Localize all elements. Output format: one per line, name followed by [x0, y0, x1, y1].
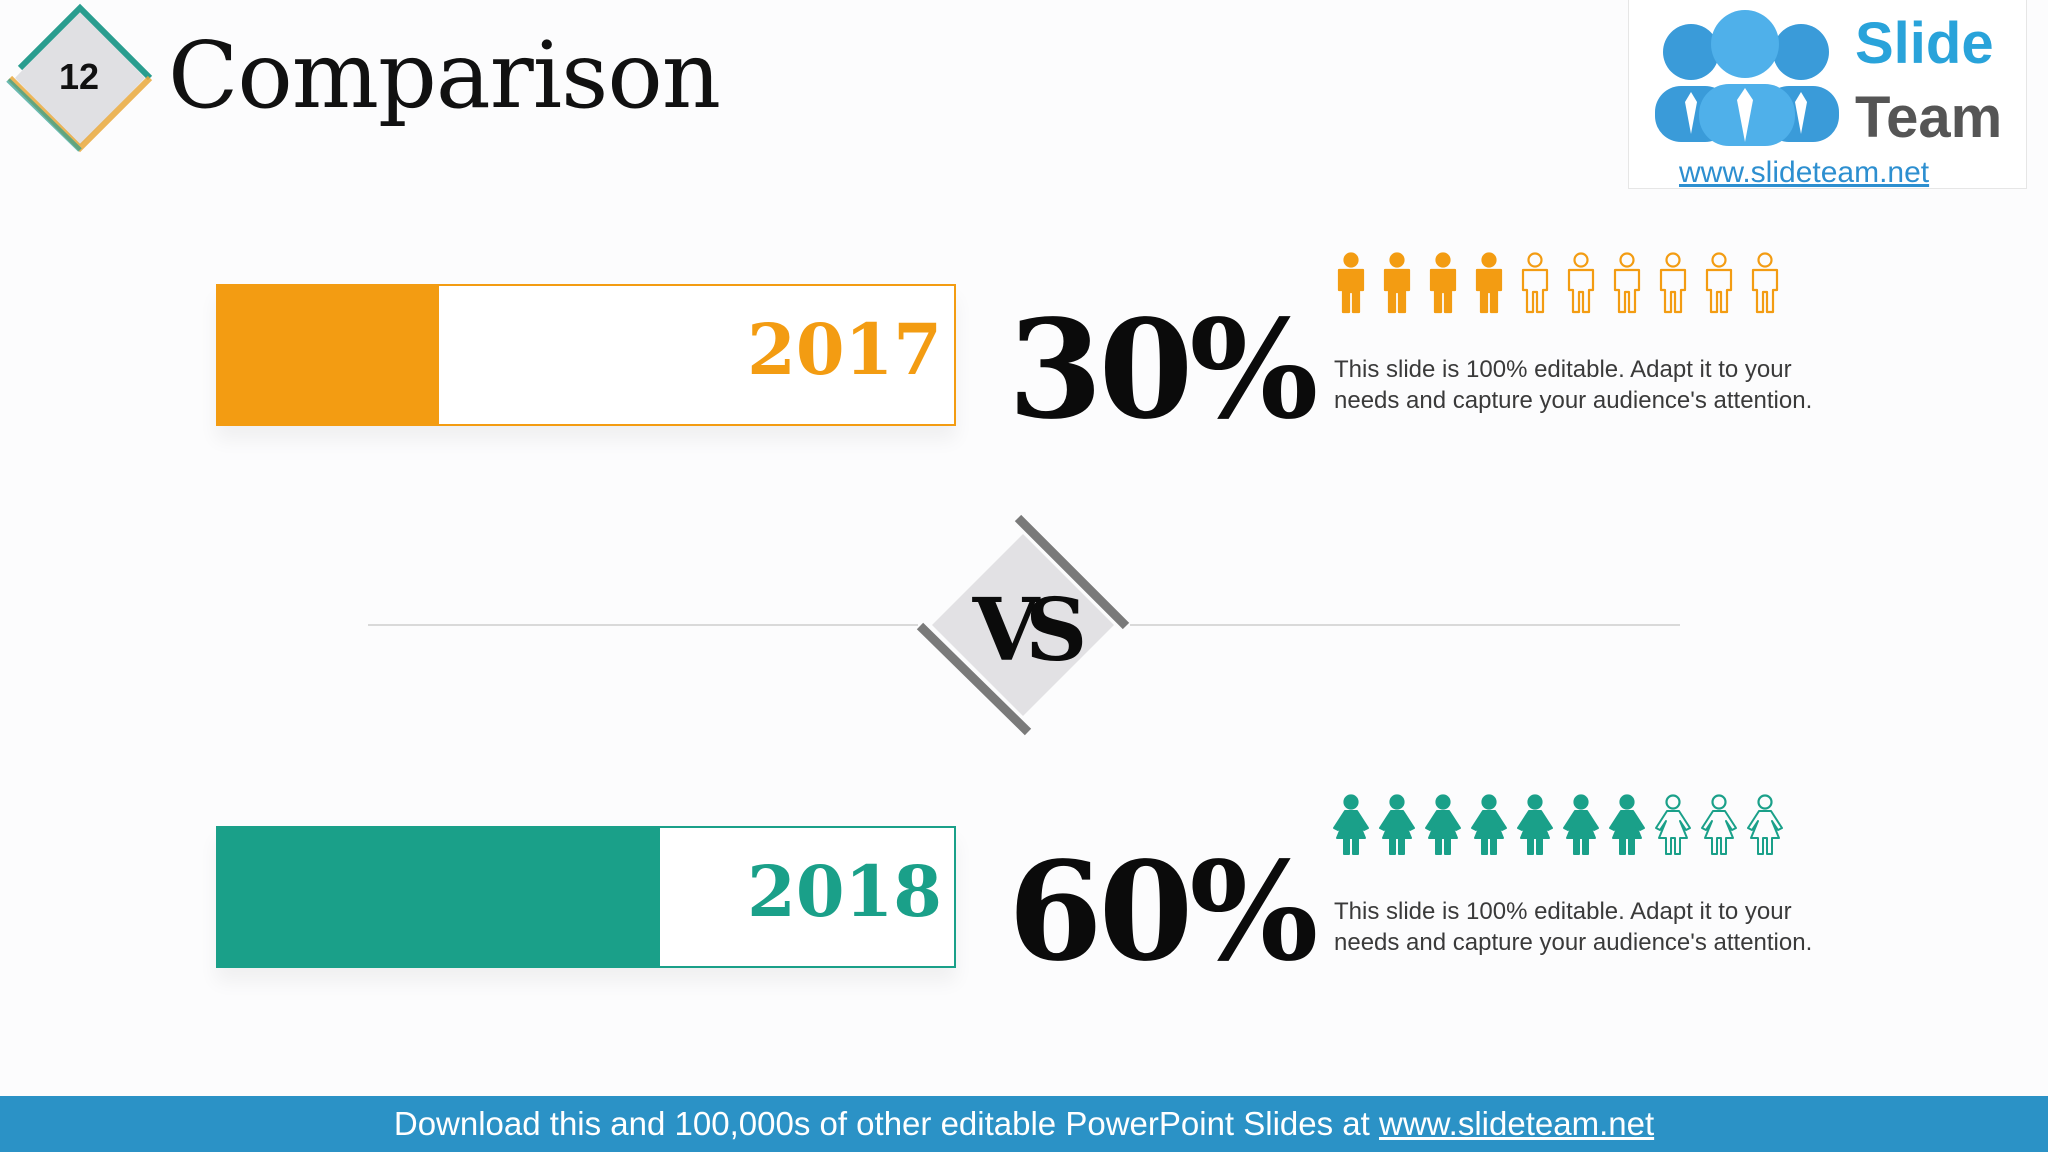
people-icon-row	[1332, 252, 1784, 316]
slideteam-logo[interactable]: Slide Team www.slideteam.net	[1628, 0, 2027, 189]
female-person-icon	[1425, 794, 1461, 855]
footer-text: Download this and 100,000s of other edit…	[393, 1105, 1379, 1142]
male-person-icon	[1567, 252, 1595, 314]
male-person-icon	[1475, 252, 1503, 314]
female-person-icon	[1701, 794, 1737, 855]
logo-url-link[interactable]: www.slideteam.net	[1679, 156, 1930, 189]
divider-line-left	[368, 624, 918, 626]
team-people-icon	[1655, 10, 1839, 146]
description-text: This slide is 100% editable. Adapt it to…	[1334, 898, 1813, 956]
male-person-icon	[1521, 252, 1549, 314]
female-person-icon	[1379, 794, 1415, 855]
vs-badge: VS	[912, 514, 1134, 736]
male-person-icon	[1659, 252, 1687, 314]
people-icon-row	[1332, 794, 1784, 858]
divider-line-right	[1130, 624, 1680, 626]
female-person-icon	[1517, 794, 1553, 855]
diamond-frame-icon	[916, 514, 1130, 736]
footer-link[interactable]: www.slideteam.net	[1379, 1105, 1655, 1142]
slide-number-badge: 12	[0, 0, 160, 160]
diamond-frame-icon	[6, 3, 153, 153]
progress-bar-fill	[218, 828, 660, 966]
progress-bar-2017: 2017	[216, 284, 956, 426]
slide-number: 12	[58, 56, 100, 97]
female-person-icon	[1563, 794, 1599, 855]
footer-banner[interactable]: Download this and 100,000s of other edit…	[0, 1096, 2048, 1152]
percent-value: 30%	[1008, 290, 1318, 450]
female-person-icon	[1609, 794, 1645, 855]
logo-word-slide: Slide	[1855, 11, 1994, 76]
male-person-icon	[1613, 252, 1641, 314]
male-person-icon	[1429, 252, 1457, 314]
percent-value: 60%	[1008, 832, 1318, 992]
logo-word-team: Team	[1855, 85, 2003, 150]
female-person-icon	[1655, 794, 1691, 855]
year-label: 2017	[747, 308, 942, 391]
vs-label: VS	[972, 580, 1088, 681]
progress-bar-fill	[218, 286, 439, 424]
male-person-icon	[1705, 252, 1733, 314]
female-person-icon	[1333, 794, 1369, 855]
male-person-icon	[1751, 252, 1779, 314]
male-person-icon	[1337, 252, 1365, 314]
description-text: This slide is 100% editable. Adapt it to…	[1334, 356, 1813, 414]
female-person-icon	[1747, 794, 1783, 855]
year-label: 2018	[747, 850, 942, 933]
slide-title: Comparison	[168, 22, 721, 129]
female-person-icon	[1471, 794, 1507, 855]
progress-bar-2018: 2018	[216, 826, 956, 968]
male-person-icon	[1383, 252, 1411, 314]
